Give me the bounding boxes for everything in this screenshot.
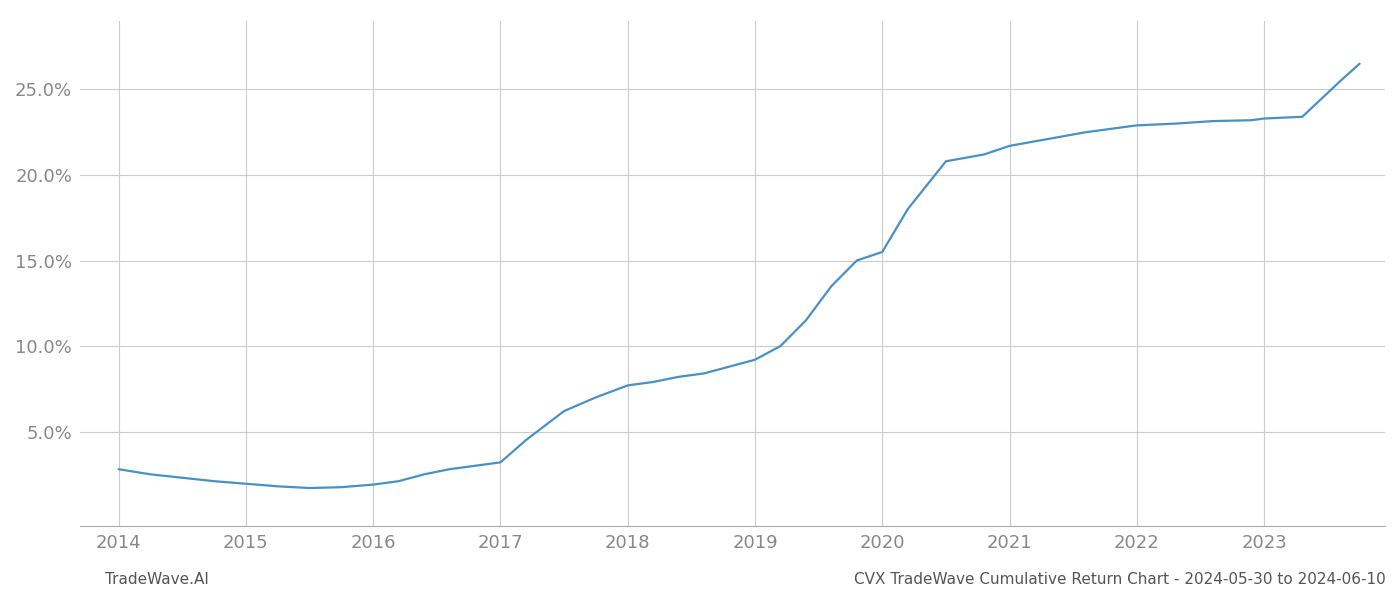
Text: TradeWave.AI: TradeWave.AI <box>105 572 209 587</box>
Text: CVX TradeWave Cumulative Return Chart - 2024-05-30 to 2024-06-10: CVX TradeWave Cumulative Return Chart - … <box>854 572 1386 587</box>
